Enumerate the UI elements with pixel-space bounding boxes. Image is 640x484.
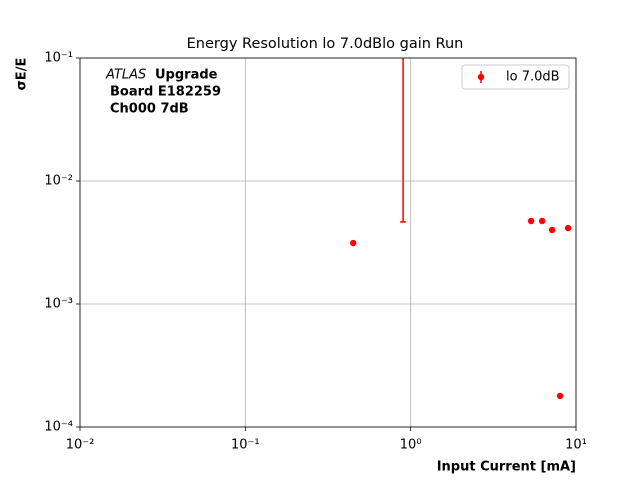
y-tick-label: 10⁻³ [44,297,73,312]
x-axis-label: Input Current [mA] [437,460,576,475]
annotation-line: Board E182259 [110,85,221,100]
legend-label: lo 7.0dB [506,70,560,85]
legend-box [461,64,570,90]
point [538,217,546,225]
plot-area [80,58,576,427]
y-axis-label: σE/E [15,58,30,91]
x-tick-label: 10⁻² [66,438,95,453]
axes-frame [79,57,577,428]
y-tick-label: 10⁻⁴ [44,420,73,435]
point [564,224,572,232]
point [527,217,535,225]
plot-marks [349,58,572,400]
x-tick-label: 10⁻¹ [231,438,260,453]
annotation-line: Ch000 7dB [110,102,189,117]
y-tick-label: 10⁻¹ [44,51,73,66]
annotation-label: Upgrade [155,68,218,83]
x-tick-label: 10⁰ [400,438,422,453]
point [556,392,564,400]
point [548,226,556,234]
point [349,239,357,247]
legend-marker [477,73,485,81]
chart-title: Energy Resolution lo 7.0dBlo gain Run [187,36,464,52]
y-tick-label: 10⁻² [44,174,73,189]
x-tick-label: 10¹ [565,438,587,453]
annotation-experiment: ATLAS [105,68,146,83]
